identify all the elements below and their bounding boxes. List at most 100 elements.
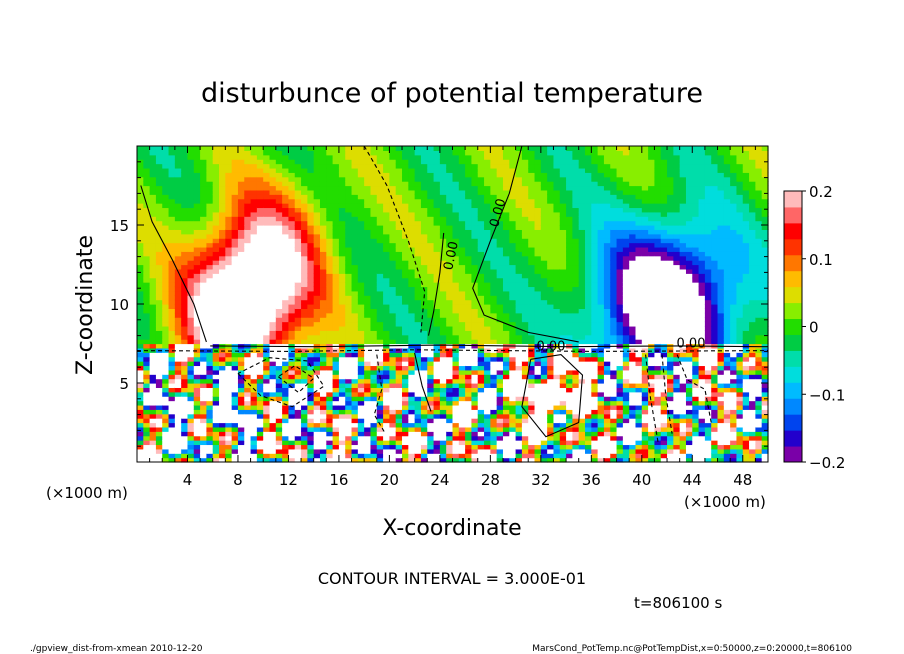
heatmap-cell [446, 286, 454, 292]
heatmap-cell [301, 435, 308, 441]
heatmap-cell [313, 207, 321, 213]
heatmap-cell [471, 189, 479, 195]
heatmap-cell [269, 431, 277, 437]
heatmap-cell [364, 181, 372, 187]
heatmap-cell [155, 422, 163, 428]
heatmap-cell [515, 229, 523, 235]
heatmap-cell [275, 159, 283, 165]
heatmap-cell [528, 339, 536, 345]
heatmap-cell [307, 409, 315, 415]
heatmap-cell [534, 176, 542, 182]
heatmap-cell [332, 352, 340, 358]
heatmap-cell [383, 352, 390, 358]
heatmap-cell [137, 216, 144, 222]
heatmap-cell [200, 277, 208, 283]
heatmap-cell [364, 176, 372, 182]
heatmap-cell [364, 334, 372, 340]
heatmap-cell [231, 255, 239, 261]
heatmap-cell [509, 295, 517, 301]
heatmap-cell [269, 409, 277, 415]
heatmap-cell [553, 207, 561, 213]
heatmap-cell [547, 339, 555, 345]
heatmap-cell [521, 282, 529, 288]
heatmap-cell [231, 444, 239, 450]
heatmap-cell [566, 181, 573, 187]
heatmap-cell [364, 387, 372, 393]
heatmap-cell [313, 194, 321, 200]
heatmap-cell [155, 146, 163, 151]
heatmap-cell [181, 308, 189, 314]
heatmap-cell [534, 457, 542, 463]
heatmap-cell [200, 343, 208, 349]
heatmap-cell [515, 225, 523, 230]
heatmap-cell [572, 361, 580, 367]
heatmap-cell [427, 242, 435, 248]
heatmap-cell [547, 383, 555, 388]
heatmap-cell [414, 176, 422, 182]
heatmap-cell [345, 312, 353, 318]
heatmap-cell [168, 440, 176, 446]
heatmap-cell [490, 426, 498, 432]
heatmap-cell [351, 444, 359, 450]
heatmap-cell [547, 453, 555, 459]
heatmap-cell [143, 154, 151, 160]
heatmap-cell [471, 304, 479, 309]
heatmap-cell [414, 308, 422, 314]
heatmap-cell [219, 260, 226, 266]
heatmap-cell [502, 277, 510, 283]
heatmap-cell [338, 453, 346, 459]
heatmap-cell [490, 400, 498, 406]
heatmap-cell [446, 304, 454, 309]
heatmap-cell [402, 308, 409, 314]
heatmap-cell [566, 255, 573, 261]
heatmap-cell [288, 238, 296, 244]
heatmap-cell [446, 194, 454, 200]
heatmap-cell [458, 238, 466, 244]
heatmap-cell [357, 189, 365, 195]
heatmap-cell [212, 260, 220, 266]
heatmap-cell [237, 154, 245, 160]
heatmap-cell [534, 404, 542, 410]
heatmap-cell [326, 325, 334, 331]
heatmap-cell [357, 286, 365, 292]
heatmap-cell [181, 435, 189, 441]
heatmap-cell [465, 404, 473, 410]
heatmap-cell [465, 330, 473, 336]
heatmap-cell [433, 216, 441, 222]
heatmap-cell [250, 216, 258, 222]
heatmap-cell [439, 334, 447, 340]
heatmap-cell [174, 194, 182, 200]
heatmap-cell [484, 387, 491, 393]
heatmap-cell [446, 325, 454, 331]
heatmap-cell [174, 198, 182, 204]
heatmap-cell [326, 154, 334, 160]
heatmap-cell [408, 404, 416, 410]
heatmap-cell [231, 426, 239, 432]
heatmap-cell [162, 413, 170, 419]
heatmap-cell [256, 422, 264, 428]
heatmap-cell [566, 260, 573, 266]
heatmap-cell [181, 172, 189, 178]
heatmap-cell [275, 172, 283, 178]
heatmap-cell [465, 189, 473, 195]
heatmap-cell [496, 330, 504, 336]
heatmap-cell [553, 176, 561, 182]
heatmap-cell [174, 277, 182, 283]
heatmap-cell [370, 225, 378, 230]
heatmap-cell [502, 159, 510, 165]
heatmap-cell [490, 242, 498, 248]
heatmap-cell [547, 229, 555, 235]
heatmap-cell [137, 172, 144, 178]
heatmap-cell [225, 369, 233, 375]
heatmap-cell [319, 194, 327, 200]
heatmap-cell [566, 321, 573, 327]
heatmap-cell [490, 374, 498, 380]
heatmap-cell [307, 352, 315, 358]
heatmap-cell [534, 422, 542, 428]
heatmap-cell [231, 453, 239, 459]
heatmap-cell [402, 282, 409, 288]
heatmap-cell [250, 409, 258, 415]
heatmap-cell [515, 347, 523, 353]
heatmap-cell [149, 229, 157, 235]
heatmap-cell [452, 448, 460, 454]
